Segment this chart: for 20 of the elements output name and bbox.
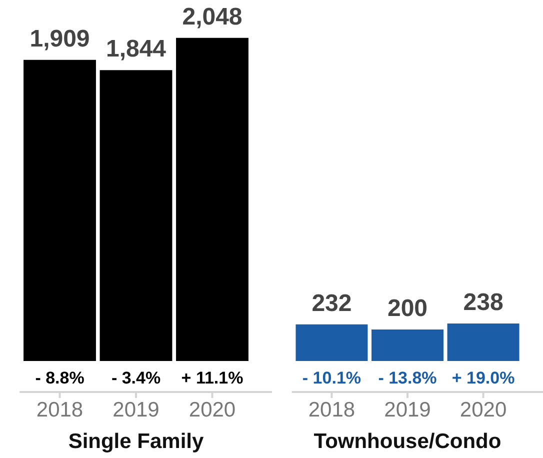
x-axis-title: Townhouse/Condo <box>314 430 502 454</box>
x-tick-label: 2020 <box>188 398 236 422</box>
x-tick-label: 2020 <box>460 398 507 422</box>
data-label: 1,844 <box>106 36 167 63</box>
x-tick-label: 2019 <box>384 398 431 422</box>
x-tick-label: 2019 <box>112 398 160 422</box>
x-axis-title: Single Family <box>68 430 204 454</box>
data-label: 238 <box>463 289 504 316</box>
annotation: + 11.1% <box>181 368 244 388</box>
x-tick-label: 2018 <box>308 398 356 422</box>
annotation: - 8.8% <box>35 368 84 388</box>
data-label: 1,909 <box>30 25 90 52</box>
annotation: - 3.4% <box>111 368 161 388</box>
annotation: + 19.0% <box>452 368 515 388</box>
data-label: 232 <box>312 290 352 318</box>
annotation: - 13.8% <box>378 368 437 388</box>
data-label: 200 <box>387 295 428 322</box>
x-tick-label: 2018 <box>36 398 84 422</box>
annotation: - 10.1% <box>302 368 362 388</box>
data-label: 2,048 <box>182 4 242 31</box>
